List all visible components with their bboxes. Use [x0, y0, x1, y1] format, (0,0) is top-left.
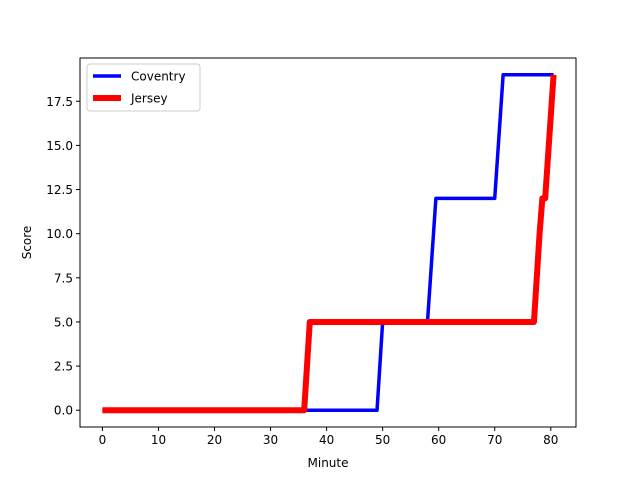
- y-tick-label: 10.0: [46, 227, 73, 241]
- x-axis-label: Minute: [308, 456, 349, 470]
- plot-frame: [79, 57, 577, 428]
- x-tick-label: 0: [99, 433, 107, 447]
- legend-label-jersey: Jersey: [130, 92, 168, 106]
- x-axis-ticks: 0 10 20 30 40 50 60 70 80: [99, 427, 558, 447]
- x-tick-label: 10: [151, 433, 166, 447]
- series-line-jersey: [102, 74, 557, 414]
- x-tick-label: 50: [375, 433, 390, 447]
- x-tick-label: 40: [319, 433, 334, 447]
- y-tick-label: 15.0: [46, 139, 73, 153]
- y-axis-label: Score: [20, 226, 34, 260]
- y-tick-label: 0.0: [54, 404, 73, 418]
- legend: Coventry Jersey: [86, 63, 201, 112]
- x-tick-label: 30: [263, 433, 278, 447]
- y-tick-label: 2.5: [54, 360, 73, 374]
- y-tick-label: 7.5: [54, 271, 73, 285]
- y-tick-label: 17.5: [46, 95, 73, 109]
- y-tick-label: 12.5: [46, 183, 73, 197]
- legend-label-coventry: Coventry: [131, 70, 186, 84]
- series-layer: [102, 73, 557, 414]
- x-tick-label: 70: [487, 433, 502, 447]
- x-tick-label: 80: [543, 433, 558, 447]
- x-tick-label: 60: [431, 433, 446, 447]
- y-axis-ticks: 0.0 2.5 5.0 7.5 10.0 12.5 15.0 17.5: [46, 95, 80, 418]
- x-tick-label: 20: [207, 433, 222, 447]
- y-tick-label: 5.0: [54, 315, 73, 329]
